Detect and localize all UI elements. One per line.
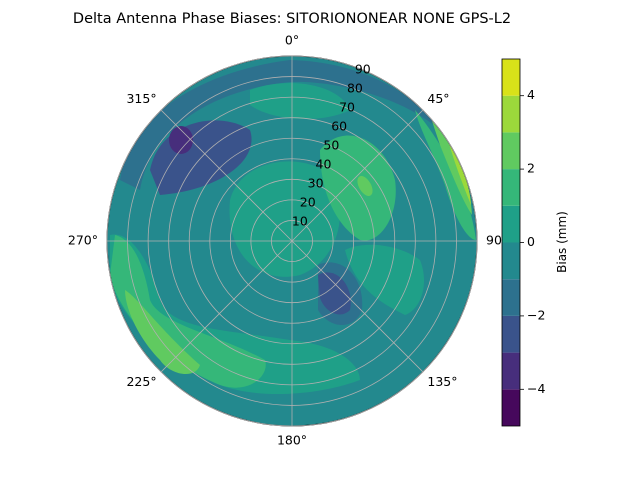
- colorbar: −4 −2 0 2 4 Bias (mm): [501, 58, 569, 427]
- contour-region-east-high: [415, 110, 476, 240]
- colorbar-band: [502, 279, 520, 316]
- grid-spoke: [291, 240, 424, 373]
- colorbar-band: [502, 59, 520, 96]
- radial-tick-label: 60: [331, 119, 347, 134]
- colorbar-band: [502, 169, 520, 206]
- colorbar-tick-label: −2: [527, 307, 545, 322]
- contour-region-northwest-min: [169, 126, 193, 154]
- radial-tick-label: 50: [323, 138, 339, 153]
- colorbar-tick-label: −4: [527, 381, 545, 396]
- colorbar-band: [502, 132, 520, 170]
- chart-title: Delta Antenna Phase Biases: SITORIONONEA…: [73, 11, 511, 27]
- contour-region-northeast-peak: [357, 176, 373, 196]
- polar-grid: [106, 55, 478, 427]
- grid-spoke: [160, 240, 293, 373]
- contour-region-east-peak: [448, 140, 471, 205]
- contour-region-southeast-min: [318, 272, 351, 315]
- polar-axes: 0° 45° 90 135° 180° 225° 270° 315° 10 20 30 40 50 60…: [68, 33, 502, 448]
- colorbar-tick-label: 2: [527, 161, 535, 176]
- radial-tick-label: 30: [308, 176, 324, 191]
- radial-tick-label: 20: [300, 195, 316, 210]
- grid-spoke: [291, 109, 424, 242]
- colorbar-band: [502, 205, 520, 243]
- colorbar-label: Bias (mm): [555, 211, 569, 273]
- colorbar-tick-label: 4: [527, 87, 535, 102]
- angle-tick-label: 225°: [126, 374, 156, 389]
- contour-region-east-higher: [430, 115, 472, 215]
- contour-region-southwest-peak: [125, 290, 200, 375]
- angle-tick-label: 135°: [427, 374, 457, 389]
- contour-region-northeast-high: [320, 135, 396, 241]
- angle-tick-label: 315°: [126, 91, 156, 106]
- colorbar-bands: [502, 59, 520, 426]
- radial-labels: 10 20 30 40 50 60 70 80 90: [292, 62, 371, 229]
- colorbar-band: [502, 315, 520, 353]
- angle-tick-label: 90: [486, 233, 502, 248]
- contour-region-east-positive: [345, 244, 425, 315]
- angle-tick-label: 180°: [277, 433, 307, 448]
- radial-tick-label: 40: [316, 157, 332, 172]
- angle-labels: 0° 45° 90 135° 180° 225° 270° 315°: [68, 33, 502, 448]
- contour-region-southwest-high: [110, 235, 266, 388]
- grid-spoke: [160, 109, 293, 242]
- radial-tick-label: 90: [355, 62, 371, 77]
- colorbar-band: [502, 389, 520, 426]
- colorbar-ticks: −4 −2 0 2 4: [520, 87, 545, 396]
- colorbar-band: [502, 95, 520, 133]
- radial-tick-label: 70: [339, 100, 355, 115]
- radial-tick-label: 80: [347, 81, 363, 96]
- colorbar-band: [502, 242, 520, 280]
- angle-tick-label: 0°: [285, 33, 299, 48]
- colorbar-tick-label: 0: [527, 234, 535, 249]
- contour-region-north-low: [120, 60, 440, 190]
- angle-tick-label: 45°: [427, 91, 449, 106]
- angle-tick-label: 270°: [68, 233, 98, 248]
- colorbar-band: [502, 352, 520, 390]
- radial-tick-label: 10: [292, 214, 308, 229]
- contour-region-north-positive: [250, 82, 350, 120]
